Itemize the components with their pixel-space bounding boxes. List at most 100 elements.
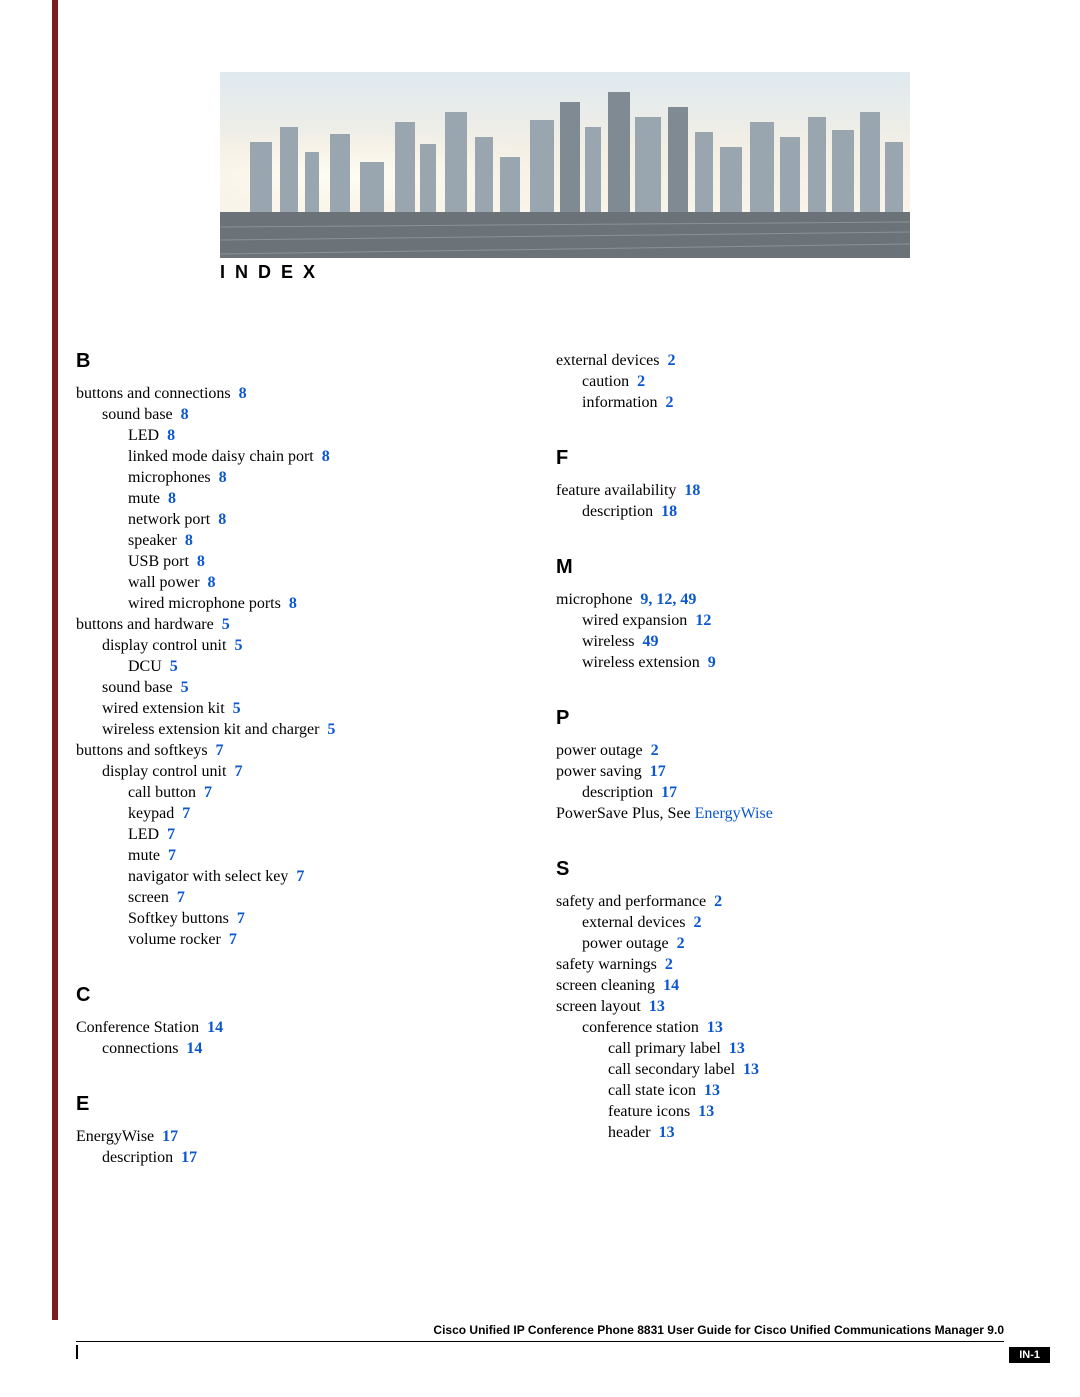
index-entry: mute 7 [76,845,522,866]
index-entry: power outage 2 [556,933,992,954]
index-entry-text: navigator with select key [128,868,296,885]
index-page-ref[interactable]: 12 [695,612,711,629]
index-entry-text: wired extension kit [102,700,233,717]
index-page-ref[interactable]: 7 [168,847,176,864]
index-page-ref[interactable]: 9, 12, 49 [640,591,696,608]
index-page-ref[interactable]: 18 [661,503,677,520]
index-page-ref[interactable]: 13 [659,1124,675,1141]
index-entry: wireless extension kit and charger 5 [76,719,522,740]
index-page-ref[interactable]: 13 [698,1103,714,1120]
index-page-ref[interactable]: 8 [239,385,247,402]
index-entry-text: screen cleaning [556,977,663,994]
index-page-ref[interactable]: 8 [167,427,175,444]
index-page-ref[interactable]: 2 [714,893,722,910]
index-page-ref[interactable]: 9 [708,654,716,671]
index-entry: mute 8 [76,488,522,509]
index-entry: EnergyWise 17 [76,1126,522,1147]
index-page-ref[interactable]: 8 [289,595,297,612]
index-page-ref[interactable]: 7 [296,868,304,885]
side-accent-bar [52,0,58,1320]
index-entry: external devices 2 [556,350,992,371]
index-entry: network port 8 [76,509,522,530]
index-page-ref[interactable]: 17 [162,1128,178,1145]
index-entry: wireless 49 [556,631,992,652]
index-entry-text: buttons and hardware [76,616,222,633]
index-page-ref[interactable]: 13 [649,998,665,1015]
index-page-ref[interactable]: 8 [185,532,193,549]
index-entry-text: wall power [128,574,208,591]
index-page-ref[interactable]: 7 [216,742,224,759]
index-entry: header 13 [556,1122,992,1143]
index-entry-text: power outage [582,935,677,952]
index-entry: linked mode daisy chain port 8 [76,446,522,467]
index-page-ref[interactable]: 8 [208,574,216,591]
index-entry-text: connections [102,1040,186,1057]
index-letter-heading: S [556,858,992,881]
index-page-ref[interactable]: 2 [666,394,674,411]
footer-page-number: IN-1 [1009,1347,1050,1363]
index-page-ref[interactable]: 13 [704,1082,720,1099]
index-entry: DCU 5 [76,656,522,677]
index-entry-text: screen [128,889,177,906]
index-entry-text: caution [582,373,637,390]
index-page-ref[interactable]: 7 [234,763,242,780]
index-page-ref[interactable]: 7 [237,910,245,927]
index-entry: call button 7 [76,782,522,803]
index-page-ref[interactable]: 2 [665,956,673,973]
index-page-ref[interactable]: 8 [218,511,226,528]
index-entry-text: external devices [556,352,668,369]
index-entry: screen layout 13 [556,996,992,1017]
index-entry: keypad 7 [76,803,522,824]
index-entry: call state icon 13 [556,1080,992,1101]
index-entry-text: PowerSave Plus, See [556,805,695,822]
index-entry: sound base 8 [76,404,522,425]
index-page-ref[interactable]: 17 [181,1149,197,1166]
index-entry-text: power saving [556,763,650,780]
index-page-ref[interactable]: 8 [197,553,205,570]
index-page-ref[interactable]: 2 [677,935,685,952]
index-page-ref[interactable]: 8 [322,448,330,465]
index-page-ref[interactable]: 49 [642,633,658,650]
index-entry: feature availability 18 [556,480,992,501]
index-page-ref[interactable]: 5 [170,658,178,675]
index-page-ref[interactable]: 7 [182,805,190,822]
index-page-ref[interactable]: 7 [229,931,237,948]
index-page-ref[interactable]: 2 [668,352,676,369]
index-entry-text: microphone [556,591,640,608]
index-entry-text: buttons and connections [76,385,239,402]
index-page-ref[interactable]: 7 [167,826,175,843]
index-page-ref[interactable]: 5 [327,721,335,738]
index-page-ref[interactable]: 2 [637,373,645,390]
index-entry-text: sound base [102,406,181,423]
page-root: INDEX Bbuttons and connections 8sound ba… [0,0,1080,1397]
index-page-ref[interactable]: 17 [650,763,666,780]
index-page-ref[interactable]: 13 [743,1061,759,1078]
index-entry: safety warnings 2 [556,954,992,975]
index-entry-text: wired microphone ports [128,595,289,612]
index-page-ref[interactable]: 14 [186,1040,202,1057]
index-page-ref[interactable]: 7 [177,889,185,906]
index-page-ref[interactable]: 8 [181,406,189,423]
index-page-ref[interactable]: 13 [729,1040,745,1057]
index-page-ref[interactable]: 2 [694,914,702,931]
index-page-ref[interactable]: 14 [663,977,679,994]
index-page-ref[interactable]: 17 [661,784,677,801]
index-page-ref[interactable]: 5 [233,700,241,717]
index-page-ref[interactable]: 5 [181,679,189,696]
index-page-ref[interactable]: 5 [234,637,242,654]
index-page-ref[interactable]: 13 [707,1019,723,1036]
index-page-ref[interactable]: 7 [204,784,212,801]
index-entry-text: wireless extension kit and charger [102,721,327,738]
index-see-link[interactable]: EnergyWise [695,805,773,822]
index-page-ref[interactable]: 2 [651,742,659,759]
index-page-ref[interactable]: 8 [168,490,176,507]
index-entry: information 2 [556,392,992,413]
index-page-ref[interactable]: 5 [222,616,230,633]
index-page-ref[interactable]: 14 [207,1019,223,1036]
index-entry-text: description [582,784,661,801]
index-entry: LED 7 [76,824,522,845]
index-page-ref[interactable]: 8 [219,469,227,486]
index-page-ref[interactable]: 18 [684,482,700,499]
index-entry-text: sound base [102,679,181,696]
index-entry: description 17 [556,782,992,803]
